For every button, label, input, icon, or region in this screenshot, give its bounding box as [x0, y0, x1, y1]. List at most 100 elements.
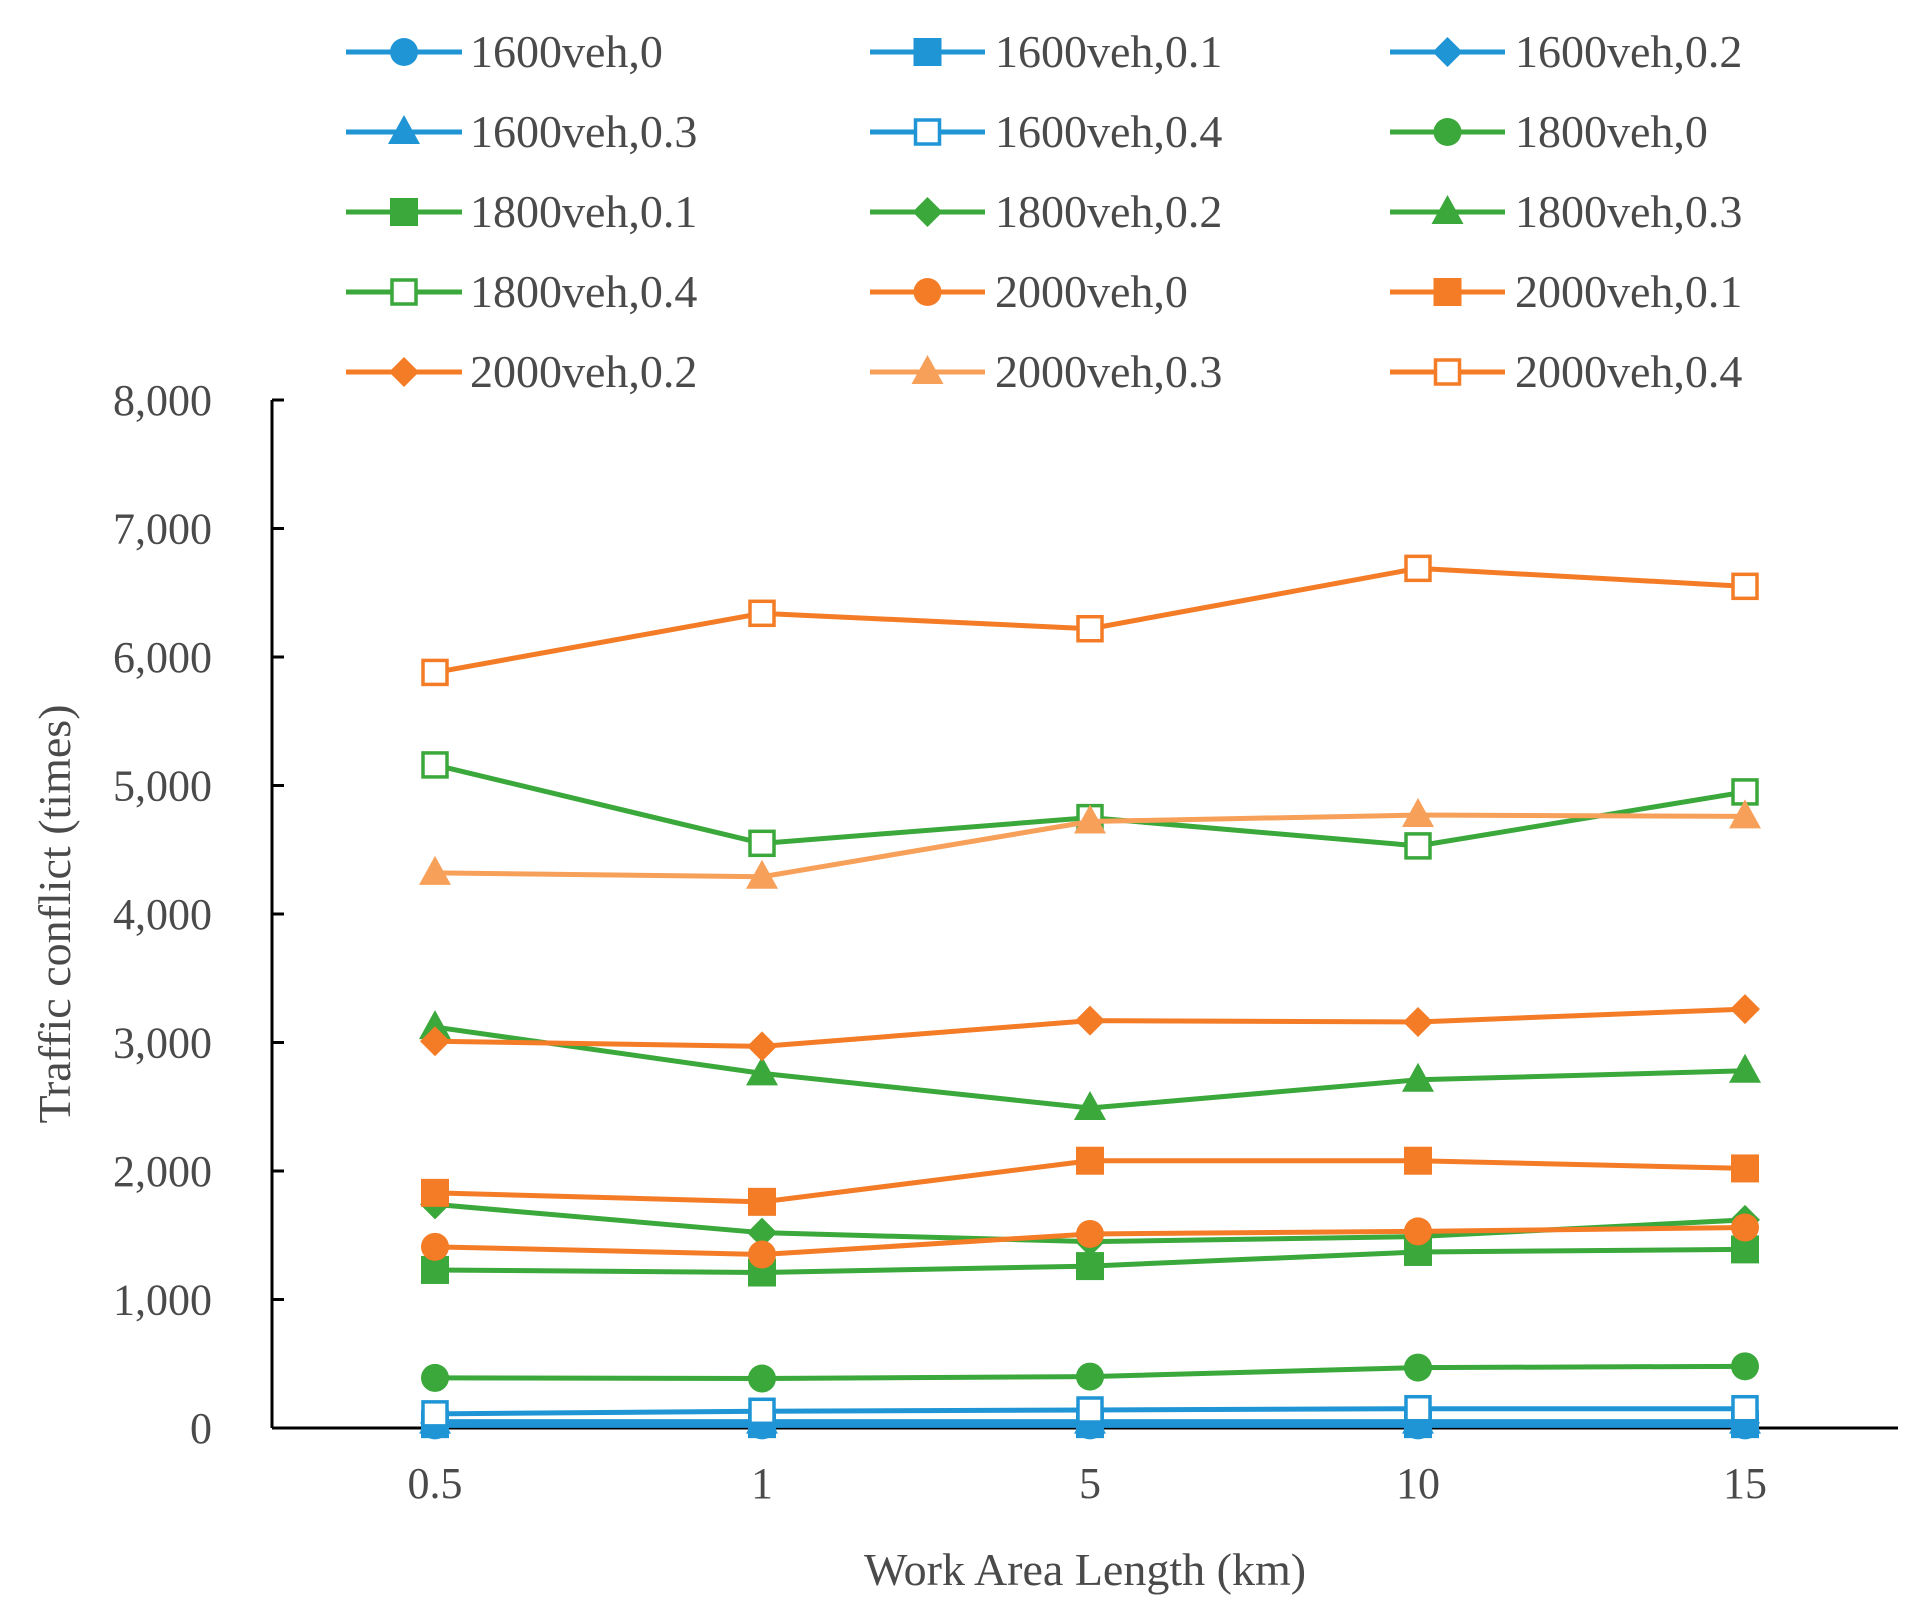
series-2000veh-0-2	[420, 994, 1760, 1062]
data-point	[746, 859, 778, 889]
legend-marker	[1433, 118, 1462, 146]
x-tick-label: 1	[751, 1459, 773, 1508]
series-1800veh-0	[421, 1352, 1759, 1393]
series-2000veh-0-1	[421, 1146, 1759, 1216]
data-point	[1404, 1353, 1432, 1382]
series-1800veh-0-3	[419, 1010, 1761, 1121]
y-tick-label: 1,000	[113, 1276, 212, 1325]
data-point	[748, 1364, 776, 1393]
series-layer	[419, 554, 1761, 1440]
data-point	[1074, 804, 1106, 834]
legend-label: 1800veh,0.3	[1515, 186, 1742, 237]
data-point	[1730, 994, 1760, 1025]
x-tick-label: 0.5	[408, 1459, 463, 1508]
y-tick-label: 8,000	[113, 376, 212, 425]
legend-label: 1600veh,0.1	[995, 26, 1222, 77]
legend-label: 1600veh,0.4	[995, 106, 1222, 157]
legend-item: 1800veh,0.1	[346, 186, 697, 237]
legend-label: 1600veh,0.2	[1515, 26, 1742, 77]
legend-marker	[390, 38, 418, 66]
y-tick-label: 6,000	[113, 633, 212, 682]
legend-label: 1800veh,0	[1515, 106, 1708, 157]
data-point	[419, 1010, 451, 1040]
legend-item: 2000veh,0.4	[1390, 346, 1742, 397]
legend-item: 1600veh,0.1	[870, 26, 1222, 77]
data-point	[421, 751, 449, 779]
legend-item: 1800veh,0	[1390, 106, 1708, 157]
legend-label: 1800veh,0.1	[470, 186, 697, 237]
legend-label: 2000veh,0.1	[1515, 266, 1742, 317]
legend-marker	[1431, 195, 1464, 224]
legend-item: 1800veh,0.2	[870, 186, 1222, 237]
y-axis-title: Traffic conflict (times)	[29, 704, 80, 1123]
legend-marker	[912, 197, 943, 227]
legend-label: 2000veh,0.4	[1515, 346, 1742, 397]
data-point	[1076, 1146, 1104, 1175]
data-point	[1404, 554, 1432, 583]
data-point	[747, 1217, 777, 1248]
data-point	[1402, 1062, 1434, 1092]
legend-marker	[390, 198, 418, 226]
legend-marker	[1433, 278, 1462, 306]
legend-marker	[913, 118, 942, 146]
series-2000veh-0	[421, 1213, 1759, 1269]
legend-label: 1600veh,0.3	[470, 106, 697, 157]
y-ticks: 0 1,000 2,000 3,000 4,000 5,000 6,000 7,000 8,00…	[113, 376, 284, 1453]
legend-label: 2000veh,0.2	[470, 346, 697, 397]
data-point	[1404, 1146, 1432, 1175]
series-2000veh-0-4	[421, 554, 1759, 687]
data-point	[1404, 1217, 1432, 1246]
data-point	[748, 1397, 776, 1426]
data-point	[1404, 832, 1432, 860]
data-point	[421, 1178, 449, 1207]
data-point	[748, 829, 776, 858]
data-point	[420, 1026, 450, 1057]
data-point	[1076, 614, 1104, 643]
data-point	[747, 1031, 777, 1062]
legend-marker	[389, 357, 419, 387]
data-point	[1076, 1252, 1104, 1281]
legend: 1600veh,0 1600veh,0.1 1600veh,0.2 1600veh,0…	[346, 26, 1742, 397]
y-tick-label: 5,000	[113, 762, 212, 811]
legend-item: 2000veh,0	[870, 266, 1188, 317]
y-tick-label: 7,000	[113, 505, 212, 554]
x-ticks: 0.5 1 5 10 15	[408, 1459, 1768, 1508]
legend-label: 2000veh,0	[995, 266, 1188, 317]
data-point	[1731, 1394, 1759, 1423]
legend-item: 1600veh,0	[346, 26, 663, 77]
legend-item: 2000veh,0.2	[346, 346, 697, 397]
data-point	[1729, 1053, 1761, 1083]
x-tick-label: 15	[1723, 1459, 1767, 1508]
data-point	[421, 658, 449, 687]
data-point	[1076, 1219, 1104, 1248]
data-point	[421, 1232, 449, 1261]
legend-item: 1800veh,0.4	[346, 266, 697, 317]
data-point	[1402, 798, 1434, 828]
legend-marker	[1433, 358, 1462, 386]
y-tick-label: 2,000	[113, 1147, 212, 1196]
series-2000veh-0-3	[419, 798, 1761, 889]
y-tick-label: 4,000	[113, 890, 212, 939]
x-tick-label: 5	[1079, 1459, 1101, 1508]
data-point	[421, 1400, 449, 1428]
data-point	[419, 855, 451, 885]
data-point	[421, 1363, 449, 1392]
legend-label: 1800veh,0.2	[995, 186, 1222, 237]
y-tick-label: 0	[190, 1404, 212, 1453]
legend-marker	[913, 278, 942, 306]
legend-marker	[1432, 37, 1463, 67]
legend-item: 2000veh,0.1	[1390, 266, 1742, 317]
x-tick-label: 10	[1396, 1459, 1440, 1508]
legend-item: 1600veh,0.4	[870, 106, 1222, 157]
legend-marker	[390, 278, 418, 306]
data-point	[1076, 1362, 1104, 1391]
data-point	[1731, 1352, 1759, 1381]
data-point	[748, 1240, 776, 1269]
data-point	[1074, 1091, 1106, 1121]
data-point	[1404, 1394, 1432, 1423]
data-point	[1731, 1154, 1759, 1183]
data-point	[1075, 1005, 1105, 1036]
legend-item: 2000veh,0.3	[870, 346, 1222, 397]
legend-label: 2000veh,0.3	[995, 346, 1222, 397]
